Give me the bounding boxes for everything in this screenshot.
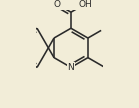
Text: OH: OH bbox=[78, 0, 92, 9]
Text: O: O bbox=[54, 0, 61, 9]
Text: N: N bbox=[68, 63, 74, 72]
